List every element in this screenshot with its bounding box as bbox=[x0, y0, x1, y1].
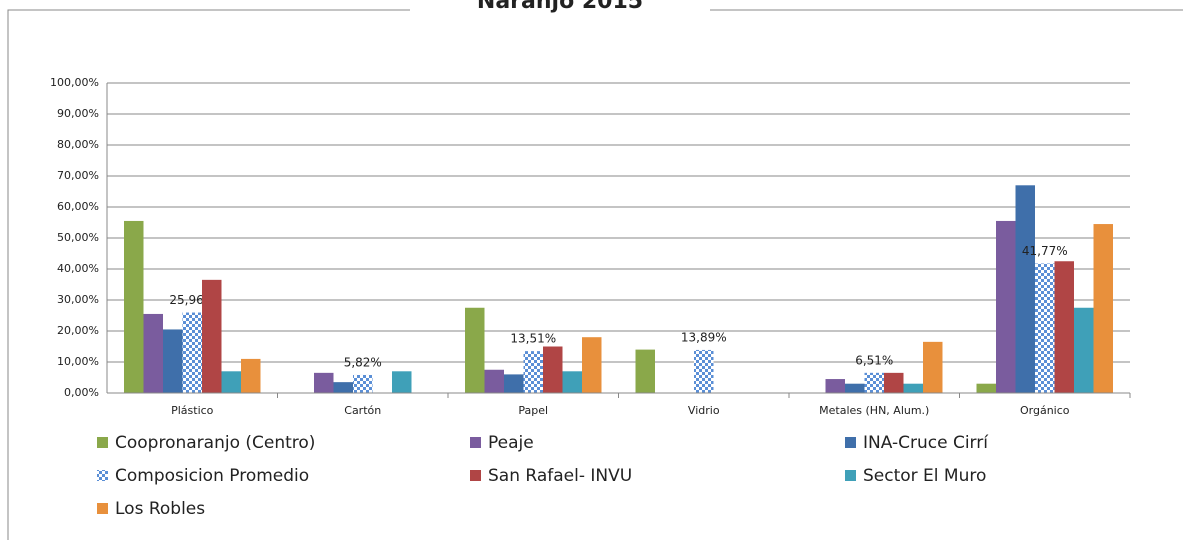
legend-label: Los Robles bbox=[115, 499, 205, 519]
legend-swatch bbox=[470, 470, 481, 481]
bar bbox=[392, 371, 412, 393]
bar bbox=[864, 372, 884, 393]
y-tick-label: 100,00% bbox=[50, 76, 99, 89]
data-label: 6,51% bbox=[855, 353, 893, 367]
y-tick-label: 70,00% bbox=[57, 169, 99, 182]
y-tick-label: 10,00% bbox=[57, 355, 99, 368]
bar bbox=[484, 369, 504, 393]
bar bbox=[845, 383, 865, 393]
x-tick-label: Cartón bbox=[344, 404, 381, 417]
y-tick-label: 30,00% bbox=[57, 293, 99, 306]
bar bbox=[314, 372, 334, 393]
legend-swatch bbox=[845, 437, 856, 448]
legend-label: Peaje bbox=[488, 433, 534, 453]
bar bbox=[333, 382, 353, 393]
legend-swatch bbox=[845, 470, 856, 481]
x-tick-label: Metales (HN, Alum.) bbox=[819, 404, 929, 417]
bar bbox=[124, 220, 144, 393]
bar bbox=[903, 383, 923, 393]
bar bbox=[582, 337, 602, 393]
bar bbox=[353, 374, 373, 393]
bar bbox=[1035, 263, 1055, 393]
bar bbox=[976, 383, 996, 393]
data-label: 5,82% bbox=[344, 355, 382, 369]
x-tick-label: Vidrio bbox=[688, 404, 720, 417]
legend-swatch bbox=[97, 503, 108, 514]
legend-label: San Rafael- INVU bbox=[488, 466, 632, 486]
title-backdrop bbox=[410, 0, 710, 18]
bar bbox=[635, 349, 655, 393]
bar bbox=[523, 351, 543, 393]
bar bbox=[694, 349, 714, 393]
bar bbox=[996, 220, 1016, 393]
data-label: 13,89% bbox=[681, 330, 727, 344]
legend-swatch bbox=[470, 437, 481, 448]
bar bbox=[1015, 185, 1035, 393]
x-tick-label: Orgánico bbox=[1020, 404, 1070, 417]
bar bbox=[1093, 224, 1113, 393]
y-tick-label: 20,00% bbox=[57, 324, 99, 337]
legend-label: Coopronaranjo (Centro) bbox=[115, 433, 315, 453]
legend-label: Composicion Promedio bbox=[115, 466, 309, 486]
x-tick-label: Papel bbox=[518, 404, 548, 417]
data-label: 41,77% bbox=[1022, 244, 1068, 258]
legend-label: INA-Cruce Cirrí bbox=[863, 433, 989, 453]
bar bbox=[202, 279, 222, 393]
bar bbox=[143, 313, 163, 393]
bar bbox=[465, 307, 485, 393]
bar bbox=[241, 358, 261, 393]
bar bbox=[182, 312, 202, 393]
y-tick-label: 50,00% bbox=[57, 231, 99, 244]
legend-swatch bbox=[97, 437, 108, 448]
chart-border bbox=[7, 9, 1183, 540]
bar bbox=[923, 341, 943, 393]
bar bbox=[504, 374, 524, 393]
chart-title: Naranjo 2015 bbox=[477, 0, 643, 14]
data-label: 13,51% bbox=[510, 332, 556, 346]
y-tick-label: 80,00% bbox=[57, 138, 99, 151]
bar bbox=[163, 329, 183, 393]
bar bbox=[1074, 307, 1094, 393]
bar bbox=[884, 372, 904, 393]
x-tick-label: Plástico bbox=[171, 404, 214, 417]
bar bbox=[562, 371, 582, 393]
y-tick-label: 90,00% bbox=[57, 107, 99, 120]
bar bbox=[543, 346, 563, 393]
y-tick-label: 40,00% bbox=[57, 262, 99, 275]
y-tick-label: 60,00% bbox=[57, 200, 99, 213]
bar bbox=[1054, 261, 1074, 393]
y-tick-label: 0,00% bbox=[64, 386, 99, 399]
legend-swatch bbox=[97, 470, 108, 481]
legend-label: Sector El Muro bbox=[863, 466, 986, 486]
bar bbox=[825, 379, 845, 393]
bar bbox=[221, 371, 241, 393]
